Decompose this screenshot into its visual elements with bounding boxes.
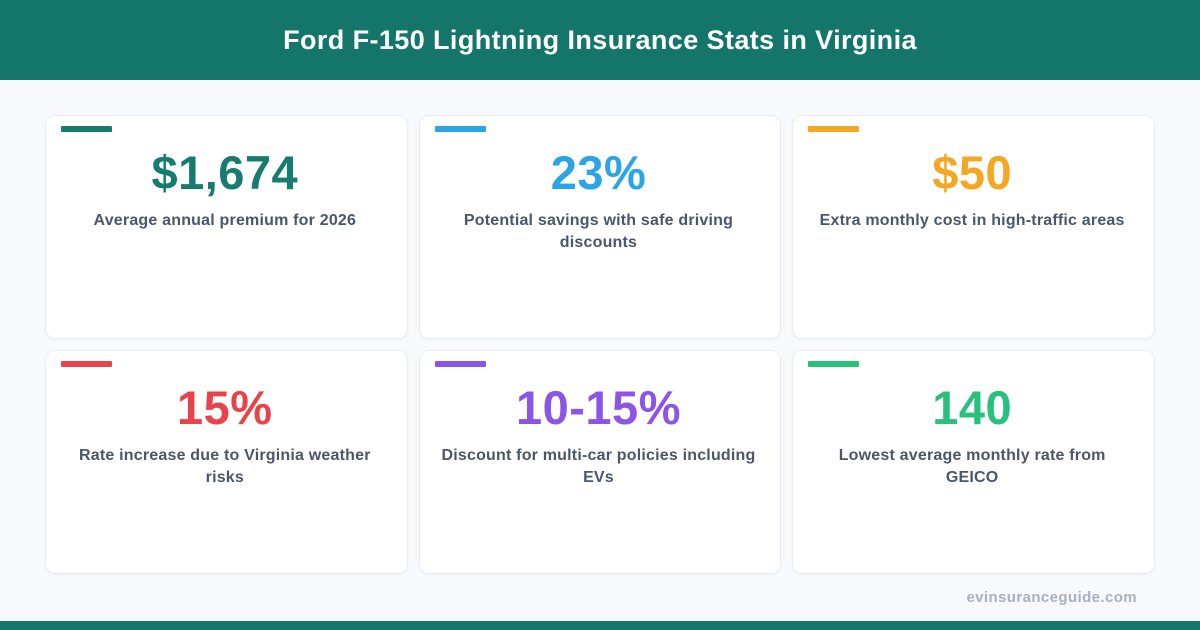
stat-value: 15% (177, 381, 273, 434)
stat-label: Discount for multi-car policies includin… (441, 447, 756, 487)
header-banner: Ford F-150 Lightning Insurance Stats in … (0, 0, 1200, 80)
stat-value: $1,674 (151, 146, 299, 199)
stat-label: Potential savings with safe driving disc… (463, 212, 734, 252)
card-accent-bar (434, 361, 486, 367)
stat-label: Rate increase due to Virginia weather ri… (79, 447, 371, 487)
stat-card-annual-premium: $1,674 Average annual premium for 2026 (45, 115, 408, 339)
page-title: Ford F-150 Lightning Insurance Stats in … (283, 24, 917, 55)
stat-card-safe-driving-savings: 23% Potential savings with safe driving … (418, 115, 782, 339)
stat-value: 23% (550, 146, 647, 199)
stat-label: Average annual premium for 2026 (93, 212, 357, 230)
stat-value: 10-15% (515, 381, 681, 434)
card-accent-bar (434, 126, 486, 132)
card-accent-bar (808, 361, 860, 367)
card-accent-bar (61, 361, 112, 367)
bottom-accent-strip (0, 621, 1200, 630)
stat-card-geico-lowest-rate: 140 Lowest average monthly rate from GEI… (792, 350, 1155, 574)
stat-value: 140 (932, 381, 1013, 434)
stats-grid: $1,674 Average annual premium for 2026 2… (45, 115, 1155, 574)
stat-label: Extra monthly cost in high-traffic areas (819, 212, 1125, 230)
site-watermark: evinsuranceguide.com (966, 589, 1137, 606)
card-accent-bar (61, 126, 112, 132)
card-accent-bar (808, 126, 860, 132)
stat-card-high-traffic-cost: $50 Extra monthly cost in high-traffic a… (792, 115, 1155, 339)
stat-value: $50 (932, 146, 1013, 199)
stat-card-multi-car-discount: 10-15% Discount for multi-car policies i… (418, 350, 782, 574)
stat-card-weather-rate-increase: 15% Rate increase due to Virginia weathe… (45, 350, 408, 574)
stat-label: Lowest average monthly rate from GEICO (838, 447, 1106, 487)
footer: evinsuranceguide.com (0, 574, 1200, 621)
